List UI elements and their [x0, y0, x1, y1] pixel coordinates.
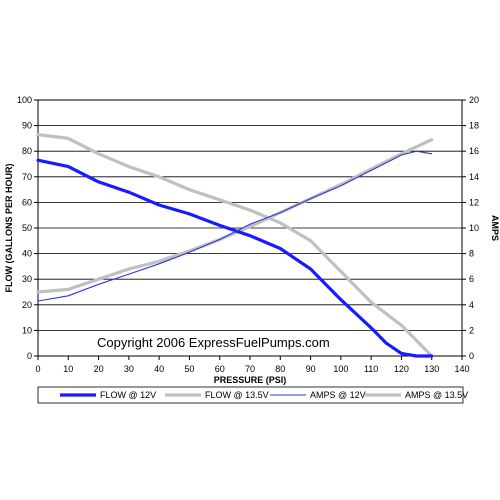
y2-tick-label: 4	[469, 300, 474, 310]
y2-tick-label: 12	[469, 197, 479, 207]
x-tick-label: 10	[63, 364, 73, 374]
series-line-0	[36, 158, 434, 358]
x-tick-label: 120	[394, 364, 409, 374]
x-tick-label: 80	[275, 364, 285, 374]
y2-tick-label: 18	[469, 121, 479, 131]
x-tick-label: 40	[154, 364, 164, 374]
series-line-2	[37, 150, 433, 302]
y-tick-label: 100	[17, 95, 32, 105]
x-tick-label: 100	[333, 364, 348, 374]
x-tick-label: 130	[424, 364, 439, 374]
x-axis-title: PRESSURE (PSI)	[214, 375, 287, 385]
x-tick-label: 50	[184, 364, 194, 374]
y2-axis-title: AMPS	[490, 215, 500, 241]
y-tick-label: 0	[27, 351, 32, 361]
x-tick-label: 90	[306, 364, 316, 374]
y-tick-label: 50	[22, 223, 32, 233]
y-tick-label: 90	[22, 121, 32, 131]
legend-label-2: AMPS @ 12V	[310, 390, 366, 400]
x-tick-label: 140	[454, 364, 469, 374]
series-line-3	[36, 138, 434, 294]
y2-tick-label: 0	[469, 351, 474, 361]
x-tick-label: 70	[245, 364, 255, 374]
y-tick-label: 80	[22, 146, 32, 156]
y2-tick-label: 14	[469, 172, 479, 182]
series-line-1	[36, 133, 434, 358]
legend-box	[37, 386, 464, 404]
y2-tick-label: 8	[469, 249, 474, 259]
y2-tick-label: 6	[469, 274, 474, 284]
x-tick-label: 60	[215, 364, 225, 374]
y-tick-label: 30	[22, 274, 32, 284]
y-tick-label: 20	[22, 300, 32, 310]
x-tick-label: 20	[94, 364, 104, 374]
x-tick-label: 110	[364, 364, 378, 374]
y-tick-label: 40	[22, 249, 32, 259]
y2-tick-label: 20	[469, 95, 479, 105]
y2-tick-label: 10	[469, 223, 479, 233]
y2-tick-label: 16	[469, 146, 479, 156]
y-tick-label: 60	[22, 197, 32, 207]
legend: FLOW @ 12V FLOW @ 13.5V AMPS @ 12V AMPS @ 1…	[37, 386, 468, 404]
y-tick-label: 70	[22, 172, 32, 182]
y-tick-label: 10	[22, 325, 32, 335]
x-tick-label: 30	[124, 364, 134, 374]
y2-tick-label: 2	[469, 325, 474, 335]
legend-label-3: AMPS @ 13.5V	[405, 390, 468, 400]
y-axis-title: FLOW (GALLONS PER HOUR)	[4, 164, 14, 293]
copyright-watermark: Copyright 2006 ExpressFuelPumps.com	[97, 335, 330, 350]
legend-label-1: FLOW @ 13.5V	[205, 390, 269, 400]
x-tick-label: 0	[35, 364, 40, 374]
legend-label-0: FLOW @ 12V	[100, 390, 156, 400]
